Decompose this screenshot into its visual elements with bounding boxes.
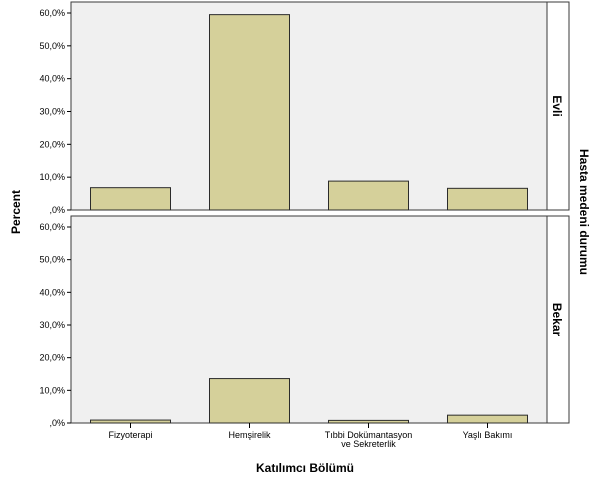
panel-variable-title: Hasta medeni durumu — [577, 149, 591, 275]
axes-layer: ,0% 10,0% 20,0% 30,0% 40,0% 50,0% 60,0% ,0% 10,0… — [39, 8, 512, 449]
panel-1-ytick-label-30: 30,0% — [39, 320, 65, 330]
bar-bekar-0 — [90, 419, 171, 424]
bar-bekar-2 — [328, 419, 409, 424]
panel-0-ytick-label-0: ,0% — [49, 205, 65, 215]
category-label-2: Tıbbi Dokümantasyon ve Sekreterlik — [325, 430, 413, 449]
y-axis-title: Percent — [9, 190, 23, 234]
panel-1-plot-area — [70, 215, 548, 424]
bar-evli-1 — [209, 14, 290, 211]
panel-1-label-strip — [546, 215, 570, 424]
x-axis-title: Katılımcı Bölümü — [256, 461, 354, 475]
panel-1-ytick-label-50: 50,0% — [39, 255, 65, 265]
panel-0-ytick-label-60: 60,0% — [39, 8, 65, 18]
bar-evli-3 — [447, 187, 528, 211]
panel-0-plot-area — [70, 1, 548, 211]
panel-0-ytick-label-20: 20,0% — [39, 139, 65, 149]
panel-1-ytick-label-0: ,0% — [49, 418, 65, 428]
category-label-1: Hemşirelik — [228, 430, 271, 440]
panel-0-label-strip — [546, 1, 570, 211]
panel-1-ytick-label-10: 10,0% — [39, 385, 65, 395]
bar-bekar-1 — [209, 378, 290, 424]
panel-0-ytick-label-40: 40,0% — [39, 74, 65, 84]
panel-0-ytick-label-10: 10,0% — [39, 172, 65, 182]
panel-0-ytick-label-30: 30,0% — [39, 107, 65, 117]
panel-1-ytick-label-20: 20,0% — [39, 353, 65, 363]
panels-layer: Evli Bekar — [70, 1, 570, 424]
bar-bekar-3 — [447, 414, 528, 424]
bar-evli-0 — [90, 187, 171, 211]
panel-label-bekar: Bekar — [550, 303, 564, 337]
panel-label-evli: Evli — [550, 95, 564, 116]
category-label-3: Yaşlı Bakımı — [463, 430, 513, 440]
panel-0-ytick-label-50: 50,0% — [39, 41, 65, 51]
category-label-0: Fizyoterapi — [108, 430, 152, 440]
panel-1-ytick-label-40: 40,0% — [39, 287, 65, 297]
bar-evli-2 — [328, 180, 409, 211]
panel-1-ytick-label-60: 60,0% — [39, 222, 65, 232]
bars-layer — [90, 14, 528, 424]
